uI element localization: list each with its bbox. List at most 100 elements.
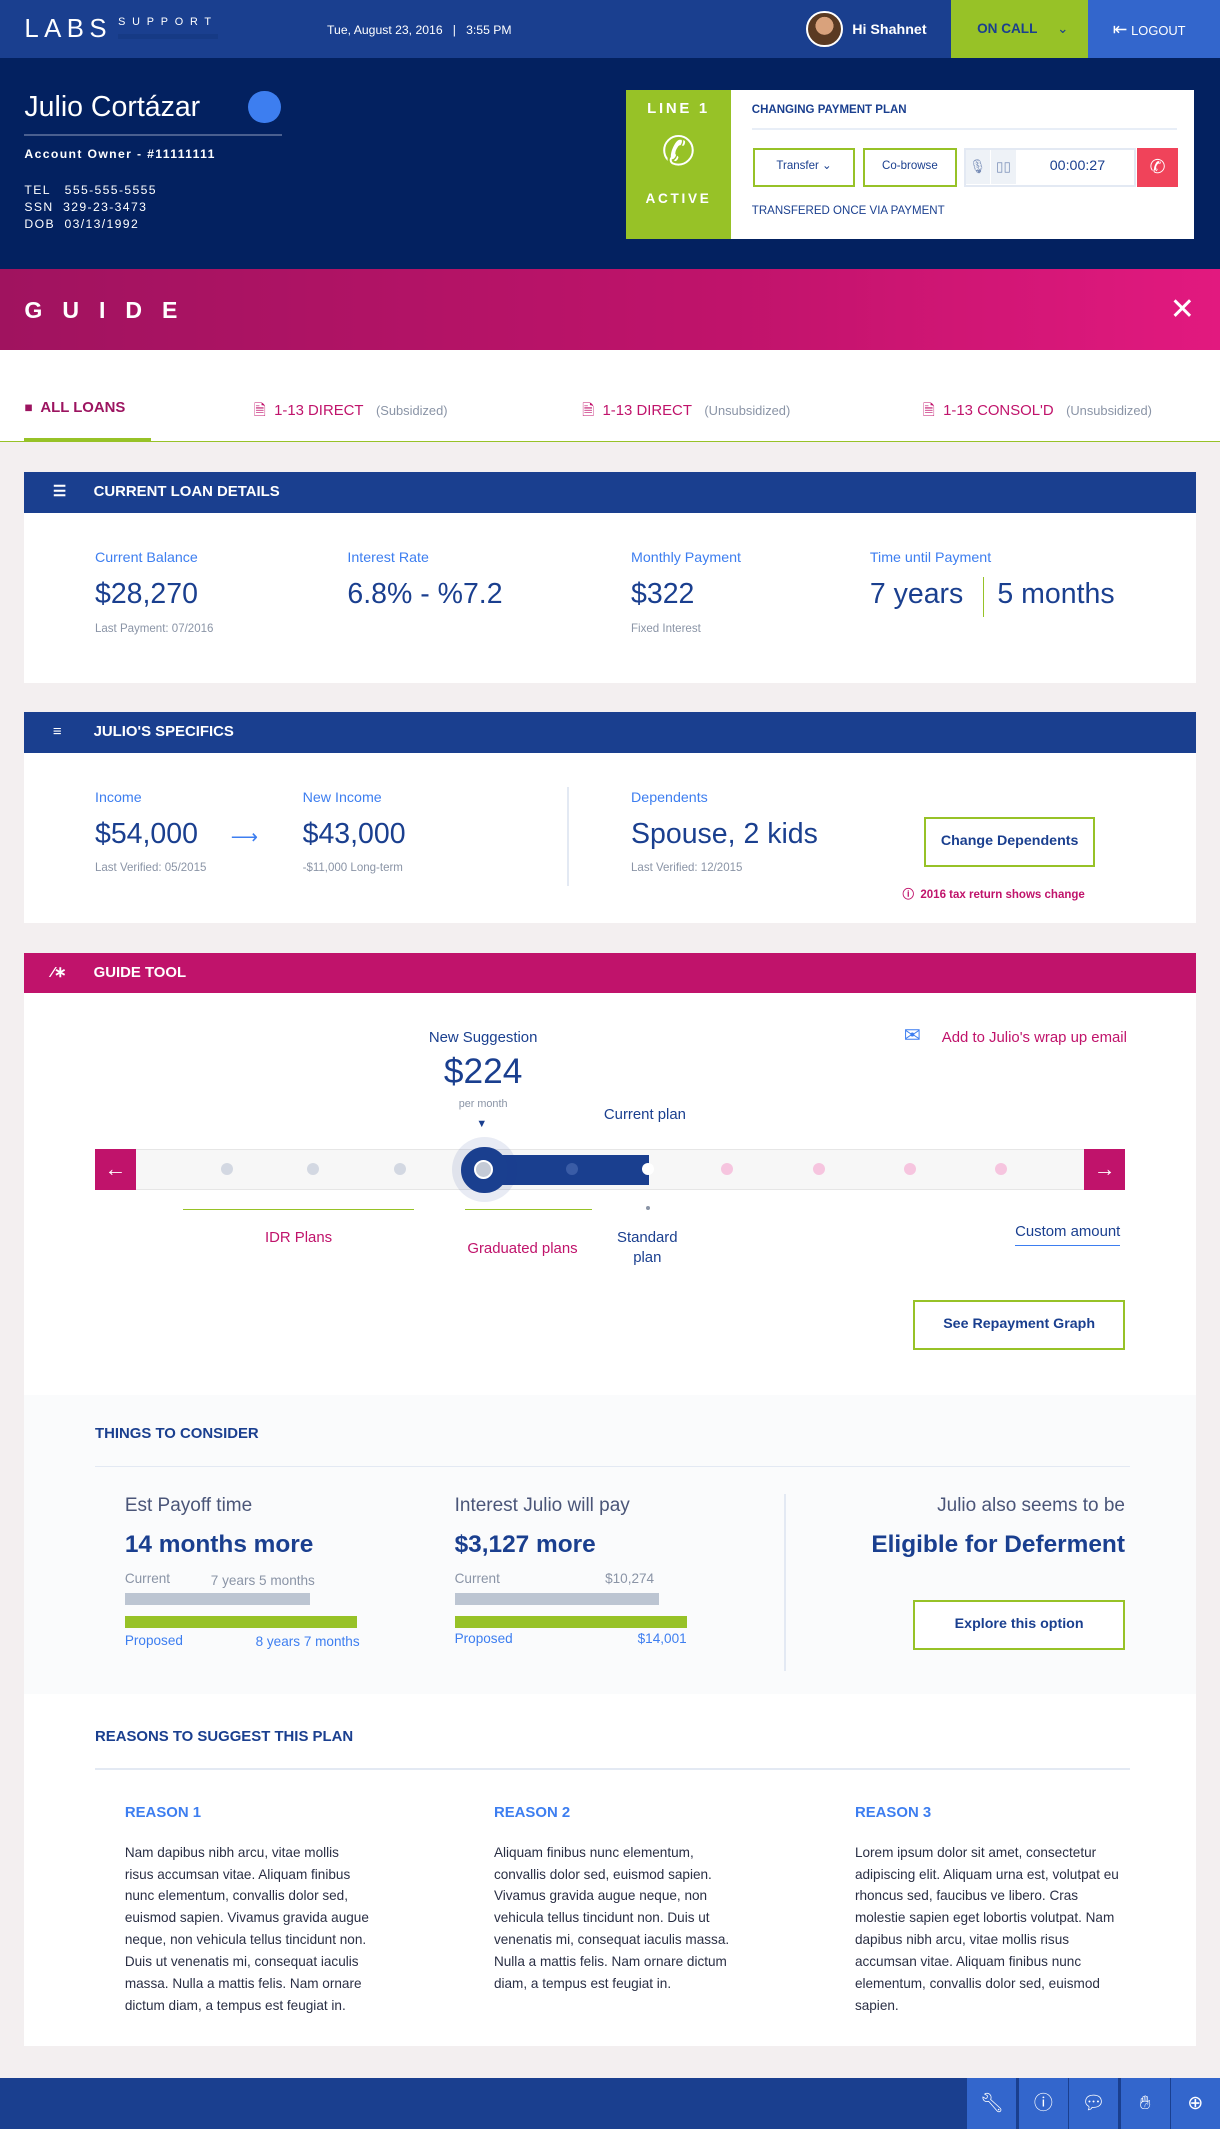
logo-sub: SUPPORT — [118, 16, 218, 39]
tab-all-loans[interactable]: ■ ALL LOANS — [24, 399, 151, 443]
document-icon: 🗎 — [253, 402, 266, 420]
slider-left-arrow[interactable]: ← — [94, 1149, 136, 1191]
interest-proposed-bar — [454, 1616, 687, 1629]
document-icon: 🗎 — [922, 402, 935, 420]
balance-sub: Last Payment: 07/2016 — [94, 622, 214, 635]
add-to-email-link[interactable]: Add to Julio's wrap up email — [941, 1028, 1127, 1046]
slider-step[interactable] — [565, 1163, 579, 1176]
close-icon[interactable]: ✕ — [1169, 292, 1195, 326]
income-sub: Last Verified: 05/2015 — [94, 861, 207, 874]
footer-bar — [0, 2077, 1220, 2129]
email-add-icon[interactable]: ✉ — [903, 1025, 921, 1048]
reason-text: Lorem ipsum dolor sit amet, consectetur … — [854, 1844, 1119, 2014]
customer-header: Julio Cortázar Account Owner - #11111111… — [0, 58, 1220, 269]
ssn: 329-23-3473 — [63, 199, 148, 214]
custom-amount-link[interactable]: Custom amount — [1015, 1223, 1121, 1247]
transfer-dropdown[interactable]: Transfer ⌄ — [753, 147, 855, 188]
slider-step-current[interactable] — [641, 1163, 655, 1176]
dependents-sub: Last Verified: 12/2015 — [631, 861, 743, 874]
slider-step[interactable] — [720, 1163, 733, 1176]
status-dropdown[interactable]: ON CALL ⌄ — [951, 0, 1089, 59]
datetime: Tue, August 23, 2016 | 3:55 PM — [327, 23, 512, 38]
chat-icon[interactable]: 💬︎ — [1068, 2077, 1119, 2129]
logout-button[interactable]: ⇤ LOGOUT — [1088, 0, 1220, 59]
payoff-current: 7 years 5 months — [210, 1572, 315, 1588]
tab-direct-subsidized[interactable]: 🗎 1-13 DIRECT (Subsidized) — [254, 400, 448, 425]
caret-down-icon: ▼ — [476, 1118, 488, 1131]
repayment-graph-button[interactable]: See Repayment Graph — [913, 1300, 1125, 1351]
payoff-proposed-label: Proposed — [124, 1632, 183, 1648]
interest-current-label: Current — [454, 1571, 500, 1587]
income-label: Income — [94, 789, 142, 806]
guide-title: G U I D E — [24, 297, 185, 324]
slider-step[interactable] — [393, 1163, 406, 1176]
dependents-value: Spouse, 2 kids — [631, 818, 818, 851]
microphone-icon[interactable]: 🎙 — [965, 149, 990, 184]
slider-step[interactable] — [306, 1163, 319, 1176]
cobrowse-button[interactable]: Co-browse — [863, 147, 957, 188]
payoff-current-label: Current — [124, 1571, 171, 1587]
tab-label: 1-13 CONSOL'D — [943, 402, 1054, 420]
new-income-sub: -$11,000 Long-term — [302, 861, 403, 874]
balance-label: Current Balance — [94, 549, 198, 566]
dob-label: DOB — [24, 216, 55, 231]
rate-value: 6.8% - %7.2 — [347, 578, 503, 611]
slider-step[interactable] — [903, 1163, 916, 1176]
idr-plans-label: IDR Plans — [264, 1229, 333, 1247]
wrench-icon[interactable]: 🔧︎ — [966, 2077, 1017, 2129]
slider-step[interactable] — [994, 1163, 1007, 1176]
slider-step[interactable] — [812, 1163, 826, 1176]
payoff-current-bar — [124, 1593, 311, 1606]
interest-current-bar — [454, 1593, 659, 1606]
hand-icon[interactable]: ✋︎ — [1119, 2077, 1170, 2129]
slider-knob[interactable] — [461, 1146, 508, 1193]
graduated-plans-label: Graduated plans — [467, 1240, 578, 1258]
explore-option-button[interactable]: Explore this option — [913, 1599, 1125, 1651]
tab-direct-unsubsidized[interactable]: 🗎 1-13 DIRECT (Unsubsidized) — [582, 400, 790, 425]
tel: 555-555-5555 — [64, 182, 157, 197]
pause-icon[interactable]: ▯▯ — [991, 149, 1016, 184]
section-title: GUIDE TOOL — [93, 963, 187, 981]
reasons-section: REASONS TO SUGGEST THIS PLAN REASON 1 Na… — [24, 1693, 1196, 2047]
divider — [784, 1494, 786, 1671]
tab-sub: (Unsubsidized) — [1066, 403, 1152, 419]
slider-right-arrow[interactable]: → — [1084, 1149, 1125, 1191]
rate-label: Interest Rate — [347, 549, 429, 566]
suggestion-label: New Suggestion — [428, 1028, 538, 1046]
reason-title: REASON 1 — [124, 1803, 202, 1821]
new-income-value: $43,000 — [302, 818, 406, 851]
graduated-range — [465, 1209, 592, 1211]
plus-circle-icon[interactable]: ⊕ — [1169, 2077, 1220, 2129]
standard-plan-label: Standard plan — [617, 1229, 678, 1267]
call-timer: 00:00:27 — [1049, 157, 1106, 174]
customer-name: Julio Cortázar — [24, 90, 201, 123]
monthly-label: Monthly Payment — [631, 549, 741, 566]
status-indicator — [248, 90, 281, 124]
idr-range — [183, 1209, 414, 1211]
divider — [751, 127, 1177, 131]
avatar[interactable] — [806, 10, 843, 48]
info-icon[interactable]: ⓘ — [1017, 2077, 1068, 2129]
interest-proposed: $14,001 — [637, 1631, 687, 1647]
greeting: Hi Shahnet — [852, 21, 927, 38]
logout-label: LOGOUT — [1131, 23, 1186, 38]
change-dependents-button[interactable]: Change Dependents — [924, 816, 1096, 868]
loan-details-card: Current Balance $28,270 Last Payment: 07… — [24, 512, 1196, 683]
tab-consolidated[interactable]: 🗎 1-13 CONSOL'D (Unsubsidized) — [923, 400, 1152, 425]
standard-marker — [645, 1206, 651, 1211]
call-card: CHANGING PAYMENT PLAN Transfer ⌄ Co-brow… — [731, 89, 1195, 239]
reason-title: REASON 3 — [854, 1803, 932, 1821]
slider-step[interactable] — [221, 1163, 234, 1176]
divider — [94, 1768, 1131, 1770]
specifics-card: Income $54,000 Last Verified: 05/2015 ⟶ … — [24, 753, 1196, 923]
top-bar: LABS SUPPORT Tue, August 23, 2016 | 3:55… — [0, 0, 1220, 59]
ssn-label: SSN — [24, 199, 54, 214]
interest-current: $10,274 — [605, 1571, 655, 1587]
payoff-proposed-bar — [124, 1616, 357, 1629]
tab-sub: (Subsidized) — [375, 403, 448, 419]
hangup-icon[interactable]: ✆ — [1137, 147, 1178, 188]
tab-sub: (Unsubsidized) — [704, 403, 791, 419]
interest-label: Interest Julio will pay — [454, 1495, 630, 1517]
guide-banner: G U I D E ✕ — [0, 268, 1220, 351]
